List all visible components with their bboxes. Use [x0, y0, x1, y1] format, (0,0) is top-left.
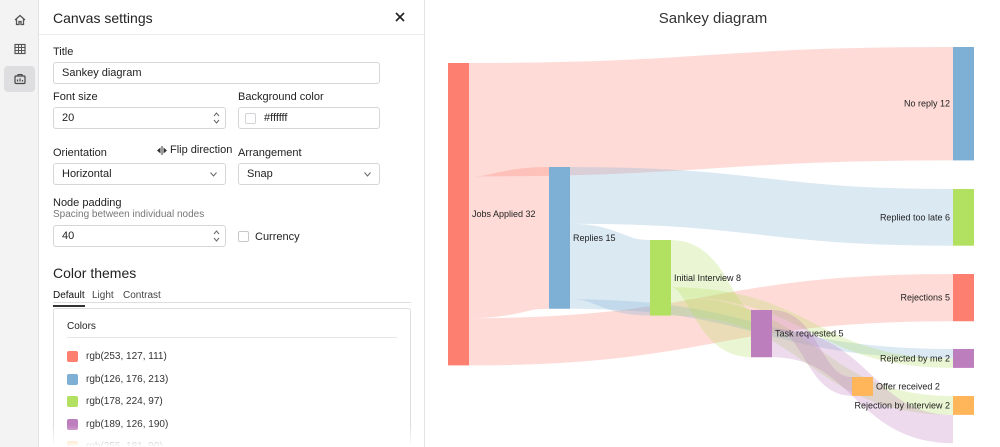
sankey-link[interactable]	[670, 287, 954, 368]
currency-checkbox[interactable]	[238, 231, 249, 242]
chart-settings-icon	[13, 73, 26, 85]
sankey-node[interactable]	[549, 167, 570, 309]
tabs-divider	[53, 302, 411, 303]
color-chip[interactable]	[67, 395, 78, 407]
color-label: rgb(189, 126, 190)	[86, 418, 169, 430]
color-themes-title: Color themes	[53, 265, 137, 281]
color-item[interactable]: rgb(178, 224, 97)	[67, 394, 163, 408]
sankey-links	[467, 47, 954, 444]
font-size-input[interactable]: 20	[53, 107, 226, 129]
node-padding-value: 40	[62, 230, 75, 242]
font-size-value: 20	[62, 112, 75, 124]
scroll-fade	[39, 425, 424, 447]
orientation-label: Orientation	[53, 147, 107, 159]
color-chip[interactable]	[67, 350, 78, 362]
sankey-node[interactable]	[953, 349, 974, 368]
title-input[interactable]: Sankey diagram	[53, 62, 380, 84]
chart-title: Sankey diagram	[658, 10, 768, 27]
flip-direction-button[interactable]: Flip direction	[157, 144, 232, 156]
sankey-node-label: Rejection by Interview 2	[854, 400, 950, 410]
chevron-down-icon	[364, 172, 371, 177]
close-icon[interactable]	[393, 10, 407, 24]
color-chip[interactable]	[67, 418, 78, 430]
sankey-node-label: Task requested 5	[775, 329, 844, 339]
sankey-node[interactable]	[751, 310, 772, 358]
panel-header: Canvas settings	[39, 0, 424, 35]
orientation-select[interactable]: Horizontal	[53, 163, 226, 185]
spinner-icon[interactable]	[213, 229, 220, 243]
sankey-nodes: Jobs Applied 32 Replies 15 Initial Intervi…	[448, 47, 974, 415]
chart-settings-button[interactable]	[4, 66, 35, 92]
sankey-node[interactable]	[448, 63, 469, 366]
table-icon	[13, 43, 26, 55]
sankey-node[interactable]	[650, 240, 671, 316]
sankey-link[interactable]	[568, 223, 652, 316]
title-label: Title	[53, 46, 74, 58]
color-label: rgb(253, 127, 111)	[86, 350, 167, 362]
arrangement-select[interactable]: Snap	[238, 163, 380, 185]
tab-light[interactable]: Light	[92, 290, 114, 301]
chart-canvas: Sankey diagram Jobs Applied 32 Replies 15…	[426, 0, 1000, 447]
colors-list: Colors rgb(253, 127, 111) rgb(126, 176, …	[53, 308, 411, 447]
background-color-value: #ffffff	[264, 112, 288, 124]
currency-label: Currency	[255, 231, 300, 243]
node-padding-input[interactable]: 40	[53, 225, 226, 247]
flip-icon	[157, 145, 167, 155]
sankey-chart: Jobs Applied 32 Replies 15 Initial Intervi…	[448, 47, 974, 444]
color-chip[interactable]	[67, 373, 78, 385]
sankey-node-label: Rejected by me 2	[880, 353, 950, 363]
sankey-node[interactable]	[953, 47, 974, 161]
sankey-link[interactable]	[468, 274, 954, 366]
sankey-link[interactable]	[667, 240, 755, 358]
node-padding-label: Node padding	[53, 197, 122, 209]
background-color-label: Background color	[238, 91, 324, 103]
sankey-node-label: Rejections 5	[900, 293, 950, 303]
sankey-node[interactable]	[852, 377, 873, 396]
sankey-link[interactable]	[670, 296, 954, 415]
color-label: rgb(126, 176, 213)	[86, 373, 169, 385]
panel-title: Canvas settings	[53, 10, 153, 26]
background-color-input[interactable]: #ffffff	[238, 107, 380, 129]
sankey-node-label: Initial Interview 8	[674, 273, 741, 283]
color-item[interactable]: rgb(253, 127, 111)	[67, 349, 167, 363]
sankey-link[interactable]	[467, 167, 551, 319]
color-item[interactable]: rgb(189, 126, 190)	[67, 417, 168, 431]
sankey-node[interactable]	[953, 274, 974, 322]
sankey-node-label: Jobs Applied 32	[472, 209, 536, 219]
color-label: rgb(178, 224, 97)	[86, 395, 163, 407]
tab-contrast[interactable]: Contrast	[123, 290, 161, 301]
orientation-value: Horizontal	[62, 168, 112, 180]
chevron-down-icon	[210, 172, 217, 177]
home-icon	[14, 14, 25, 26]
sankey-node-label: Replied too late 6	[880, 212, 950, 222]
canvas-settings-panel: Canvas settings Title Sankey diagram Fon…	[39, 0, 425, 447]
arrangement-value: Snap	[247, 168, 273, 180]
flip-direction-label: Flip direction	[170, 144, 233, 156]
sankey-link[interactable]	[569, 167, 954, 246]
node-padding-hint: Spacing between individual nodes	[53, 209, 205, 220]
sankey-node-label: Replies 15	[573, 233, 616, 243]
sankey-node[interactable]	[953, 396, 974, 415]
tab-default[interactable]: Default	[53, 290, 85, 307]
arrangement-label: Arrangement	[238, 147, 302, 159]
colors-divider	[67, 337, 397, 338]
color-item[interactable]: rgb(126, 176, 213)	[67, 372, 168, 386]
nav-rail	[0, 0, 39, 447]
sankey-node-label: Offer received 2	[876, 381, 940, 391]
sankey-link[interactable]	[770, 310, 854, 396]
sankey-node[interactable]	[953, 189, 974, 246]
color-swatch[interactable]	[245, 113, 256, 124]
table-button[interactable]	[4, 36, 35, 62]
home-button[interactable]	[4, 7, 35, 33]
font-size-label: Font size	[53, 91, 98, 103]
spinner-icon[interactable]	[213, 111, 220, 125]
sankey-node-label: No reply 12	[904, 99, 950, 109]
colors-heading: Colors	[67, 321, 96, 332]
sankey-link[interactable]	[468, 47, 954, 177]
